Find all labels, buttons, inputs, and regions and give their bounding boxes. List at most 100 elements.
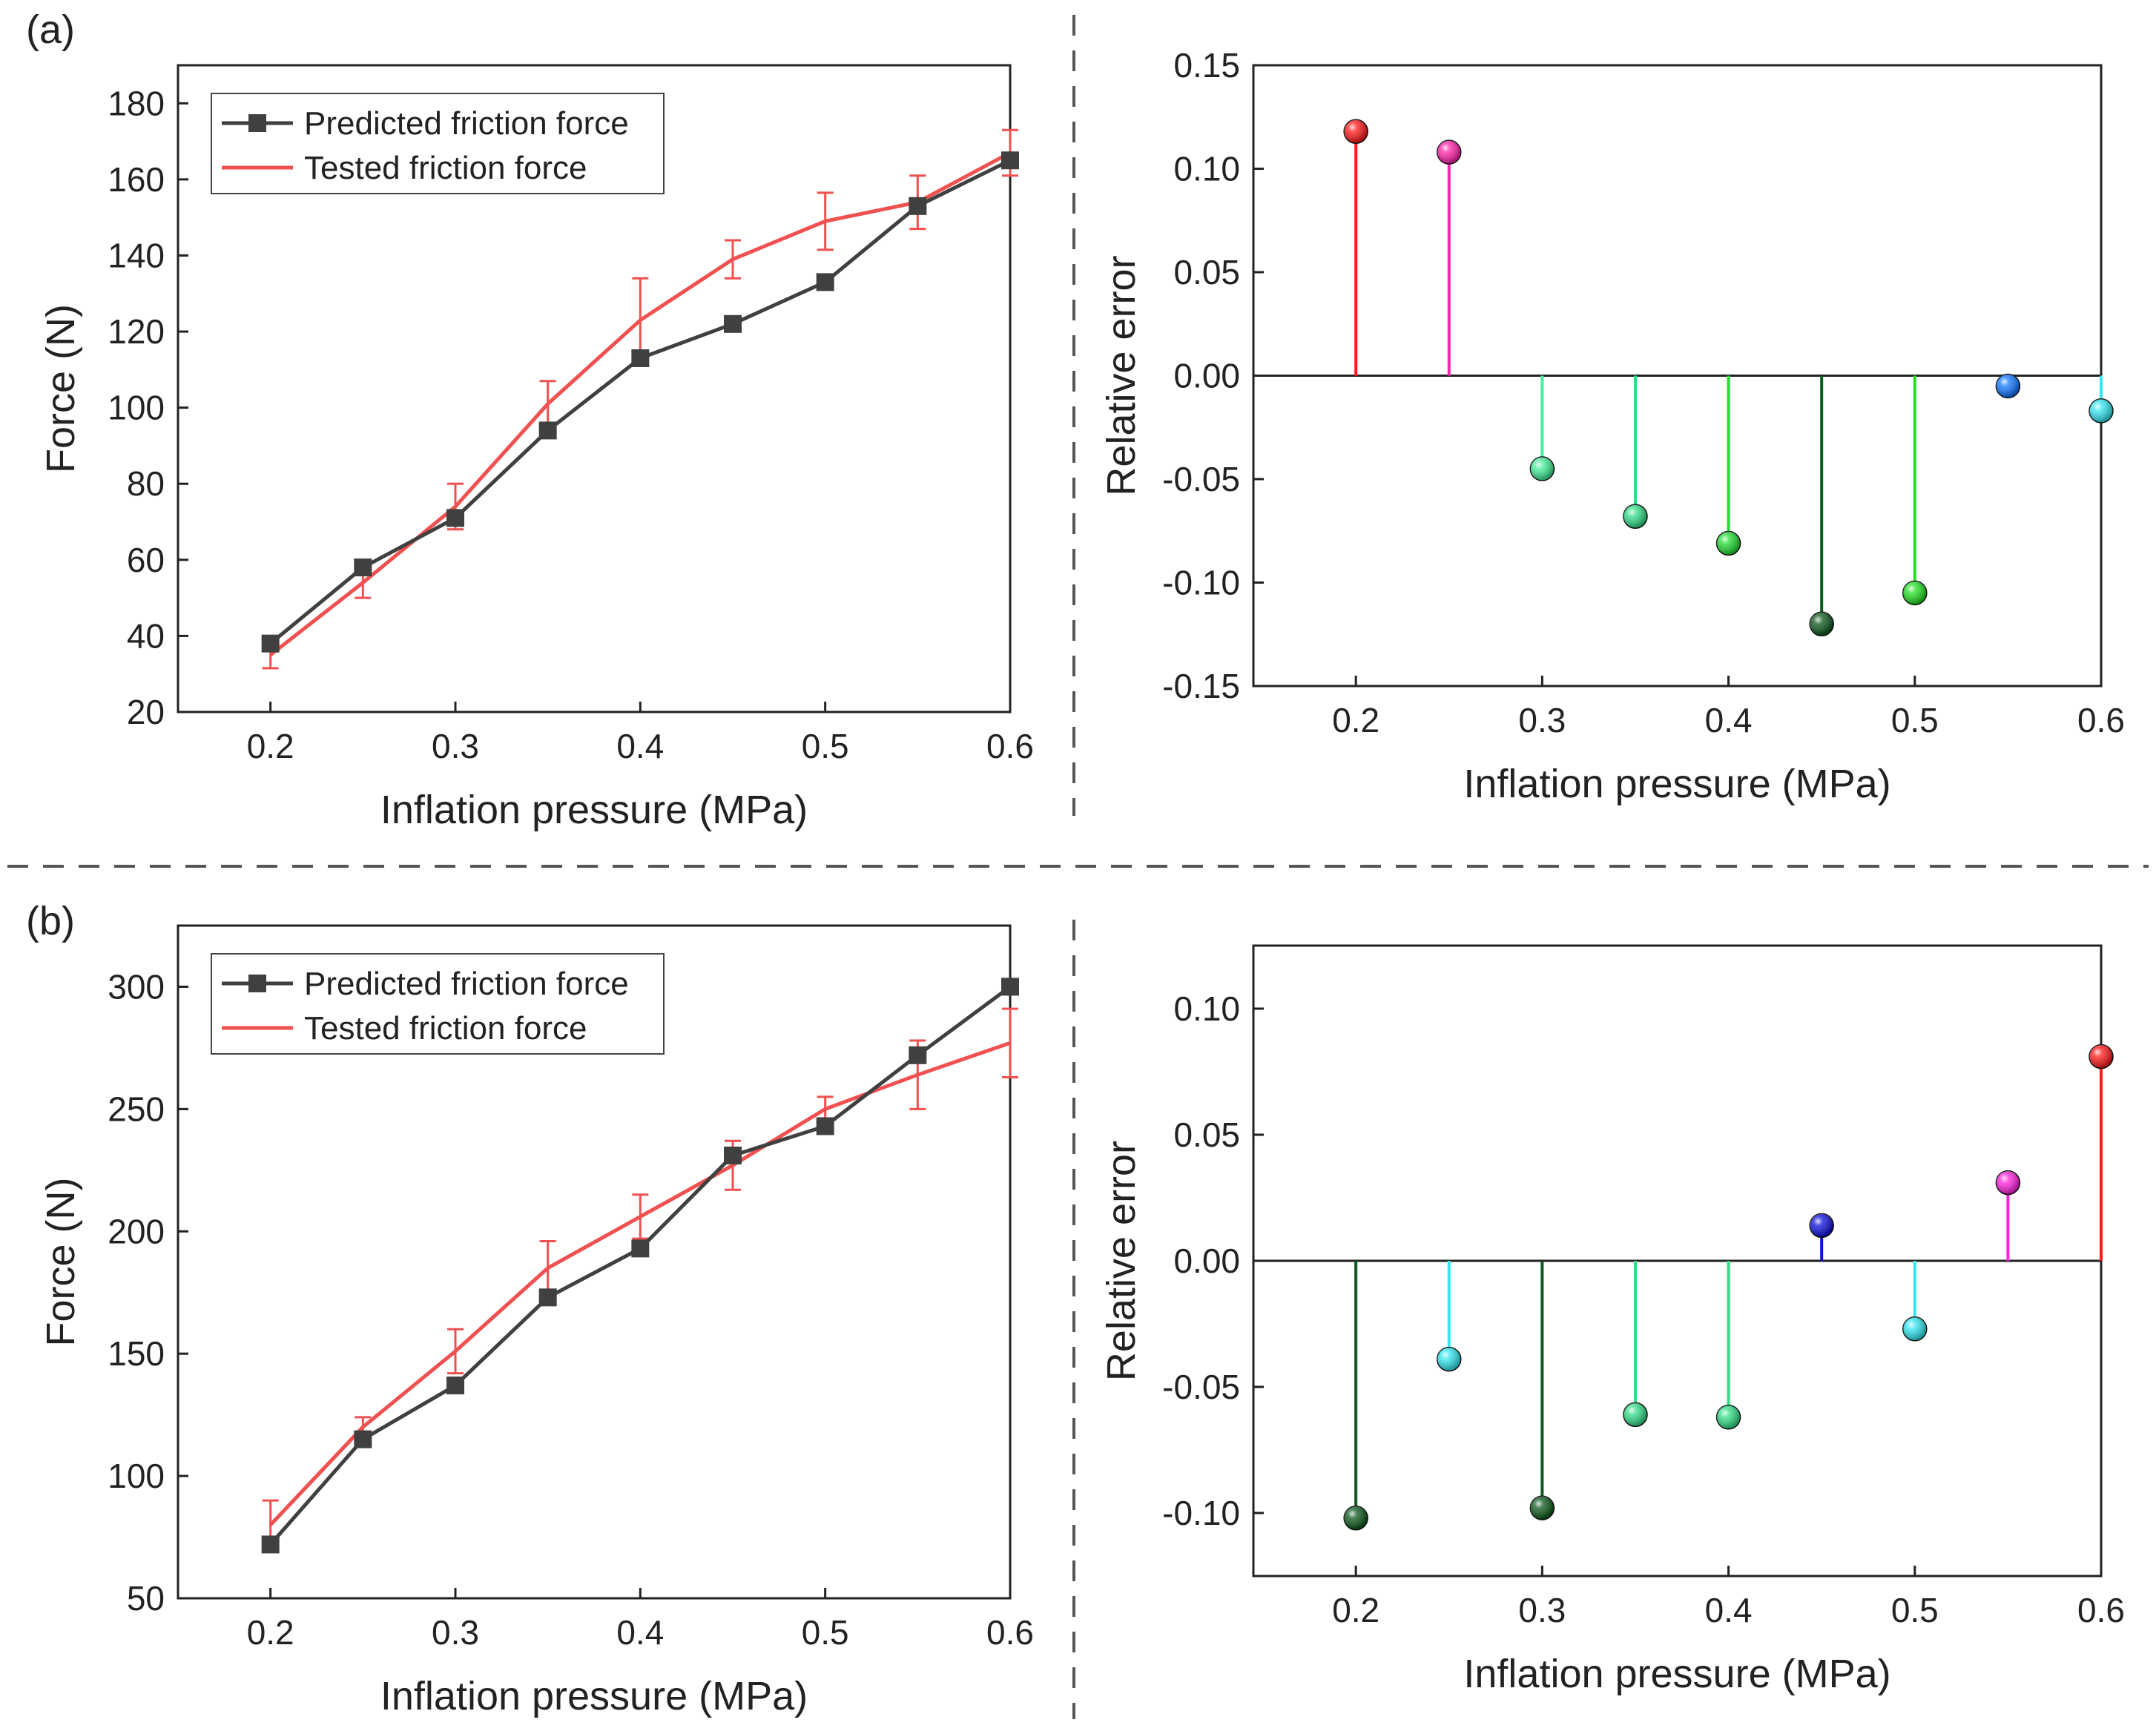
- legend-box: [211, 953, 665, 1055]
- tested-friction-line: [269, 151, 1012, 657]
- stem-ball-highlight: [1530, 1496, 1555, 1520]
- y-tick-label: 0.00: [1173, 357, 1240, 395]
- stem-ball-highlight: [1623, 504, 1647, 529]
- chart-b-force: 0.2 0.3 0.4 0.5 0.6 50 100 150 200 250 300 Inflatio…: [39, 924, 1034, 1718]
- panel-label-a: (a): [26, 7, 75, 52]
- chart-a-force: 0.2 0.3 0.4 0.5 0.6 20 40 60 80 100 120 140 160 180 In…: [39, 64, 1034, 832]
- x-tick-label: 0.3: [1518, 1591, 1566, 1629]
- y-tick-label: -0.15: [1162, 667, 1240, 705]
- legend-predicted-marker: [248, 975, 266, 992]
- y-tick-label: 160: [108, 160, 165, 199]
- stem-ball-highlight: [1623, 1402, 1647, 1427]
- y-axis-label: Relative error: [1099, 255, 1144, 495]
- x-tick-label: 0.2: [247, 1613, 294, 1652]
- stem-ball-highlight: [1810, 1213, 1834, 1238]
- x-tick-label: 0.2: [1332, 1591, 1379, 1629]
- stem-ball-highlight: [1902, 581, 1927, 605]
- plot-frame: [177, 924, 1012, 1600]
- predicted-friction-marker: [909, 197, 927, 215]
- legend-predicted-marker: [248, 114, 266, 132]
- predicted-friction-marker: [816, 1117, 834, 1135]
- y-axis-label: Force (N): [39, 1178, 83, 1347]
- panel-label-b: (b): [26, 899, 75, 943]
- stem-ball-highlight: [1996, 1170, 2020, 1195]
- predicted-friction-line: [268, 985, 1012, 1546]
- x-axis-label: Inflation pressure (MPa): [1463, 1652, 1890, 1696]
- x-tick-label: 0.6: [986, 727, 1034, 765]
- y-tick-label: 0.00: [1173, 1242, 1240, 1280]
- x-tick-label: 0.5: [802, 727, 849, 765]
- x-tick-label: 0.4: [1705, 1591, 1753, 1629]
- predicted-friction-marker: [446, 1377, 464, 1395]
- chart-b-relative-error: 0.2 0.3 0.4 0.5 0.6 -0.10 -0.05 0.00 0.05 0.10 Inf…: [1099, 944, 2125, 1696]
- y-tick-label: 250: [108, 1089, 165, 1128]
- stem-ball-highlight: [1902, 1316, 1927, 1341]
- stem-ball-highlight: [1716, 1405, 1741, 1429]
- tested-friction-line: [268, 1041, 1011, 1526]
- y-tick-label: -0.05: [1162, 1368, 1240, 1406]
- x-tick-label: 0.6: [986, 1613, 1034, 1652]
- predicted-friction-marker: [724, 314, 742, 333]
- y-tick-label: 80: [127, 464, 165, 503]
- legend-tested-label: Tested friction force: [304, 150, 587, 186]
- stem-ball-highlight: [2089, 1044, 2113, 1069]
- y-tick-label: 180: [108, 84, 165, 122]
- y-tick-label: 60: [127, 541, 165, 579]
- predicted-friction-marker: [261, 1535, 280, 1554]
- y-tick-label: 100: [108, 389, 165, 427]
- predicted-friction-marker: [724, 1147, 742, 1165]
- x-axis-label: Inflation pressure (MPa): [380, 788, 808, 832]
- y-tick-label: -0.10: [1162, 1494, 1240, 1532]
- stem-ball-highlight: [1810, 612, 1834, 636]
- stem-ball-highlight: [1437, 140, 1461, 165]
- y-tick-label: 0.15: [1173, 46, 1240, 85]
- stem-ball-highlight: [1437, 1347, 1461, 1371]
- x-tick-label: 0.6: [2077, 1591, 2125, 1629]
- predicted-friction-marker: [631, 349, 650, 367]
- predicted-friction-line: [269, 158, 1012, 645]
- y-tick-label: 150: [108, 1334, 165, 1373]
- stem-ball-highlight: [1996, 374, 2020, 398]
- legend-box: [211, 93, 665, 194]
- x-tick-label: 0.5: [1891, 1591, 1939, 1629]
- predicted-friction-marker: [631, 1239, 650, 1258]
- x-tick-label: 0.3: [1518, 701, 1566, 739]
- y-tick-label: 0.10: [1173, 150, 1240, 188]
- x-tick-label: 0.4: [616, 1613, 664, 1652]
- x-tick-label: 0.4: [1705, 701, 1753, 739]
- x-tick-label: 0.3: [432, 727, 479, 765]
- legend-tested-label: Tested friction force: [304, 1010, 587, 1046]
- y-tick-label: 0.10: [1173, 989, 1240, 1028]
- y-axis-label: Force (N): [39, 304, 83, 473]
- predicted-friction-marker: [1001, 151, 1019, 170]
- chart-a-relative-error: 0.2 0.3 0.4 0.5 0.6 -0.15 -0.10 -0.05 0.00 0.05 0.…: [1099, 46, 2125, 806]
- y-tick-label: 200: [108, 1212, 165, 1250]
- y-tick-label: 50: [127, 1579, 165, 1618]
- y-tick-label: 40: [127, 616, 165, 655]
- stem-ball-highlight: [2089, 398, 2113, 423]
- x-tick-label: 0.6: [2077, 701, 2125, 739]
- y-tick-label: 20: [127, 693, 165, 731]
- x-axis-label: Inflation pressure (MPa): [1463, 762, 1890, 806]
- y-tick-label: 100: [108, 1457, 165, 1495]
- stem-ball-highlight: [1716, 531, 1741, 556]
- predicted-friction-marker: [354, 558, 372, 577]
- x-tick-label: 0.3: [432, 1613, 479, 1652]
- stem-ball-highlight: [1530, 457, 1555, 481]
- predicted-friction-marker: [538, 421, 557, 440]
- y-tick-label: 140: [108, 236, 165, 274]
- y-tick-label: 120: [108, 312, 165, 351]
- x-tick-label: 0.5: [1891, 701, 1939, 739]
- predicted-friction-marker: [538, 1288, 557, 1307]
- y-axis-label: Relative error: [1099, 1141, 1144, 1381]
- predicted-friction-marker: [909, 1046, 927, 1064]
- y-tick-label: 300: [108, 967, 165, 1006]
- predicted-friction-marker: [816, 273, 834, 291]
- legend-predicted-label: Predicted friction force: [304, 105, 629, 142]
- stem-ball-highlight: [1344, 119, 1368, 144]
- y-tick-label: -0.05: [1162, 460, 1240, 498]
- stem-ball-highlight: [1344, 1506, 1368, 1530]
- predicted-friction-marker: [1001, 978, 1019, 996]
- y-tick-label: 0.05: [1173, 253, 1240, 291]
- predicted-friction-marker: [446, 509, 464, 527]
